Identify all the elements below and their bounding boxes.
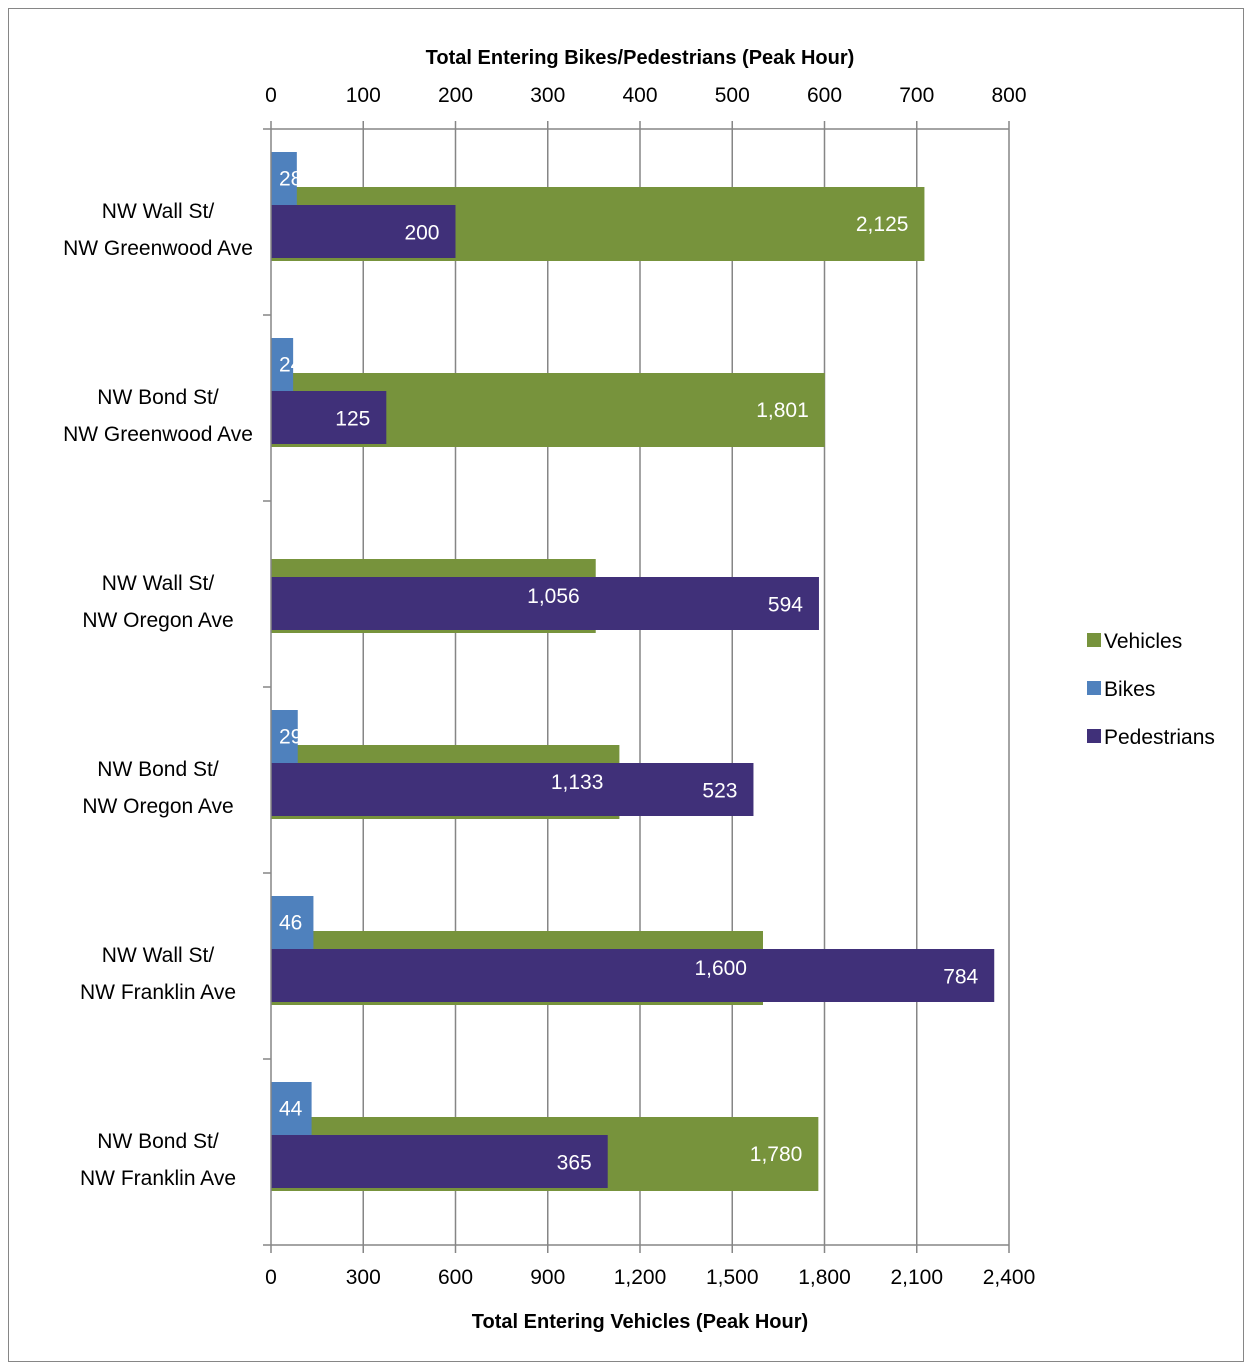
legend-label-vehicles: Vehicles [1104, 630, 1182, 653]
data-label-pedestrians-4: 784 [943, 966, 978, 989]
data-label-vehicles-0: 2,125 [856, 213, 909, 236]
x-tick-label-1: 300 [346, 1266, 381, 1289]
data-label-bikes-4: 46 [279, 912, 302, 935]
data-label-bikes-3: 29 [279, 726, 302, 749]
bar-pedestrians-0 [271, 205, 456, 258]
bar-pedestrians-4 [271, 949, 995, 1002]
x-tick-label-6: 1,800 [798, 1266, 851, 1289]
x2-tick-label-1: 100 [346, 84, 381, 107]
category-label-4-line1: NW Wall St/ [102, 944, 215, 967]
bar-pedestrians-5 [271, 1135, 608, 1188]
x2-tick-label-4: 400 [622, 84, 657, 107]
category-label-0-line2: NW Greenwood Ave [63, 237, 253, 260]
x2-tick-label-7: 700 [899, 84, 934, 107]
data-label-pedestrians-1: 125 [335, 408, 370, 431]
data-label-bikes-1: 24 [279, 354, 303, 377]
legend-label-pedestrians: Pedestrians [1104, 726, 1215, 749]
bar-bikes-3 [271, 710, 298, 763]
data-label-pedestrians-5: 365 [557, 1152, 592, 1175]
category-label-5-line2: NW Franklin Ave [80, 1167, 236, 1190]
data-label-bikes-5: 44 [279, 1098, 303, 1121]
data-label-pedestrians-0: 200 [404, 222, 439, 245]
data-label-vehicles-3: 1,133 [551, 771, 604, 794]
category-label-0-line1: NW Wall St/ [102, 200, 215, 223]
x2-tick-label-3: 300 [530, 84, 565, 107]
x2-tick-label-5: 500 [715, 84, 750, 107]
x2-tick-label-6: 600 [807, 84, 842, 107]
x-tick-label-5: 1,500 [706, 1266, 759, 1289]
category-label-3-line2: NW Oregon Ave [82, 795, 233, 818]
x-tick-label-2: 600 [438, 1266, 473, 1289]
x-tick-label-3: 900 [530, 1266, 565, 1289]
bar-pedestrians-3 [271, 763, 754, 816]
category-label-2-line2: NW Oregon Ave [82, 609, 233, 632]
x-axis-title: Total Entering Vehicles (Peak Hour) [472, 1311, 808, 1333]
bar-bikes-5 [271, 1082, 312, 1135]
category-label-1-line2: NW Greenwood Ave [63, 423, 253, 446]
x-tick-label-8: 2,400 [983, 1266, 1036, 1289]
bar-pedestrians-1 [271, 391, 387, 444]
category-label-3-line1: NW Bond St/ [97, 758, 219, 781]
bar-pedestrians-2 [271, 577, 819, 630]
category-label-5-line1: NW Bond St/ [97, 1130, 219, 1153]
bar-bikes-1 [271, 338, 294, 391]
bar-bikes-4 [271, 896, 314, 949]
x2-tick-label-2: 200 [438, 84, 473, 107]
x-tick-label-4: 1,200 [614, 1266, 667, 1289]
data-label-vehicles-5: 1,780 [750, 1143, 803, 1166]
data-label-vehicles-4: 1,600 [694, 957, 747, 980]
x2-tick-label-8: 800 [991, 84, 1026, 107]
bar-bikes-0 [271, 152, 297, 205]
data-label-bikes-2: 0 [279, 540, 291, 563]
x2-tick-label-0: 0 [265, 84, 277, 107]
category-label-2-line1: NW Wall St/ [102, 572, 215, 595]
legend-swatch-bikes [1087, 681, 1101, 695]
legend-label-bikes: Bikes [1104, 678, 1155, 701]
category-label-1-line1: NW Bond St/ [97, 386, 219, 409]
legend-swatch-vehicles [1087, 633, 1101, 647]
x2-axis-title: Total Entering Bikes/Pedestrians (Peak H… [426, 47, 855, 69]
data-label-pedestrians-3: 523 [702, 780, 737, 803]
data-label-vehicles-1: 1,801 [756, 399, 809, 422]
data-label-vehicles-2: 1,056 [527, 585, 580, 608]
data-label-pedestrians-2: 594 [768, 594, 803, 617]
x-tick-label-7: 2,100 [890, 1266, 943, 1289]
category-label-4-line2: NW Franklin Ave [80, 981, 236, 1004]
x-tick-label-0: 0 [265, 1266, 277, 1289]
legend-swatch-pedestrians [1087, 729, 1101, 743]
data-label-bikes-0: 28 [279, 168, 302, 191]
